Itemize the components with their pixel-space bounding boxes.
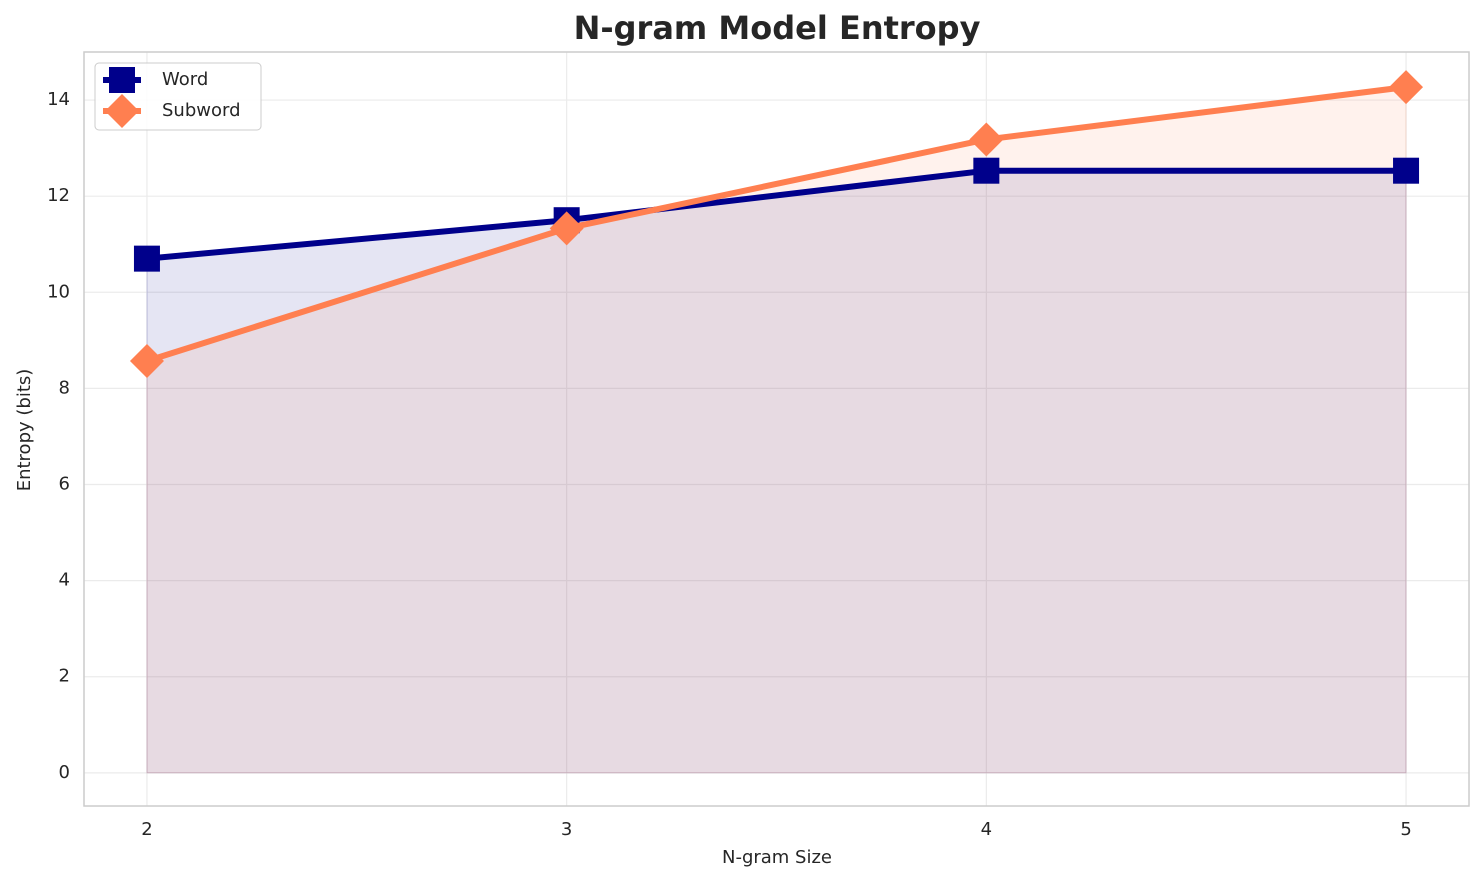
marker (129, 344, 164, 379)
line (146, 167, 1407, 262)
marker (1389, 70, 1424, 105)
plot-frame (83, 51, 1470, 807)
x-tick-label: 3 (561, 819, 572, 840)
marker (973, 157, 1000, 184)
x-tick-label: 5 (1400, 819, 1411, 840)
x-axis-label: N-gram Size (722, 847, 832, 868)
y-tick-label: 6 (59, 474, 70, 495)
y-tick-label: 12 (47, 185, 70, 206)
x-tick-label: 2 (141, 819, 152, 840)
y-tick-label: 14 (47, 89, 70, 110)
y-tick-label: 2 (59, 666, 70, 687)
area (146, 86, 1407, 774)
x-tick-label: 4 (981, 819, 992, 840)
y-tick-label: 10 (47, 281, 70, 302)
y-tick-label: 4 (59, 570, 70, 591)
marker (109, 67, 135, 93)
marker (105, 94, 139, 128)
y-axis-label: Entropy (bits) (14, 369, 35, 492)
chart-title: N-gram Model Entropy (574, 9, 981, 47)
marker (1393, 157, 1420, 184)
legend-label: Word (162, 69, 208, 90)
line (146, 84, 1407, 364)
legend: Word Subword (94, 62, 262, 131)
marker (969, 122, 1004, 157)
y-tick-label: 8 (59, 377, 70, 398)
legend-label: Subword (162, 100, 241, 121)
marker (133, 245, 160, 272)
marker (549, 211, 584, 246)
y-tick-label: 0 (59, 762, 70, 783)
